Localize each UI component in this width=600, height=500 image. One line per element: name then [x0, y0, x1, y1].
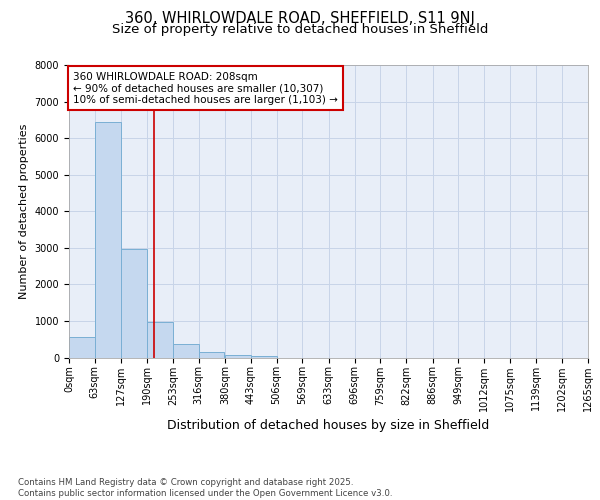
Text: 360 WHIRLOWDALE ROAD: 208sqm
← 90% of detached houses are smaller (10,307)
10% o: 360 WHIRLOWDALE ROAD: 208sqm ← 90% of de… — [73, 72, 338, 105]
Text: Contains HM Land Registry data © Crown copyright and database right 2025.
Contai: Contains HM Land Registry data © Crown c… — [18, 478, 392, 498]
Bar — [225, 354, 251, 358]
Text: 360, WHIRLOWDALE ROAD, SHEFFIELD, S11 9NJ: 360, WHIRLOWDALE ROAD, SHEFFIELD, S11 9N… — [125, 12, 475, 26]
X-axis label: Distribution of detached houses by size in Sheffield: Distribution of detached houses by size … — [167, 419, 490, 432]
Bar — [173, 344, 199, 358]
Text: Size of property relative to detached houses in Sheffield: Size of property relative to detached ho… — [112, 22, 488, 36]
Bar — [95, 122, 121, 358]
Y-axis label: Number of detached properties: Number of detached properties — [19, 124, 29, 299]
Bar — [147, 322, 173, 358]
Bar — [199, 352, 224, 358]
Bar — [69, 336, 95, 357]
Bar — [251, 356, 277, 358]
Bar — [121, 248, 147, 358]
